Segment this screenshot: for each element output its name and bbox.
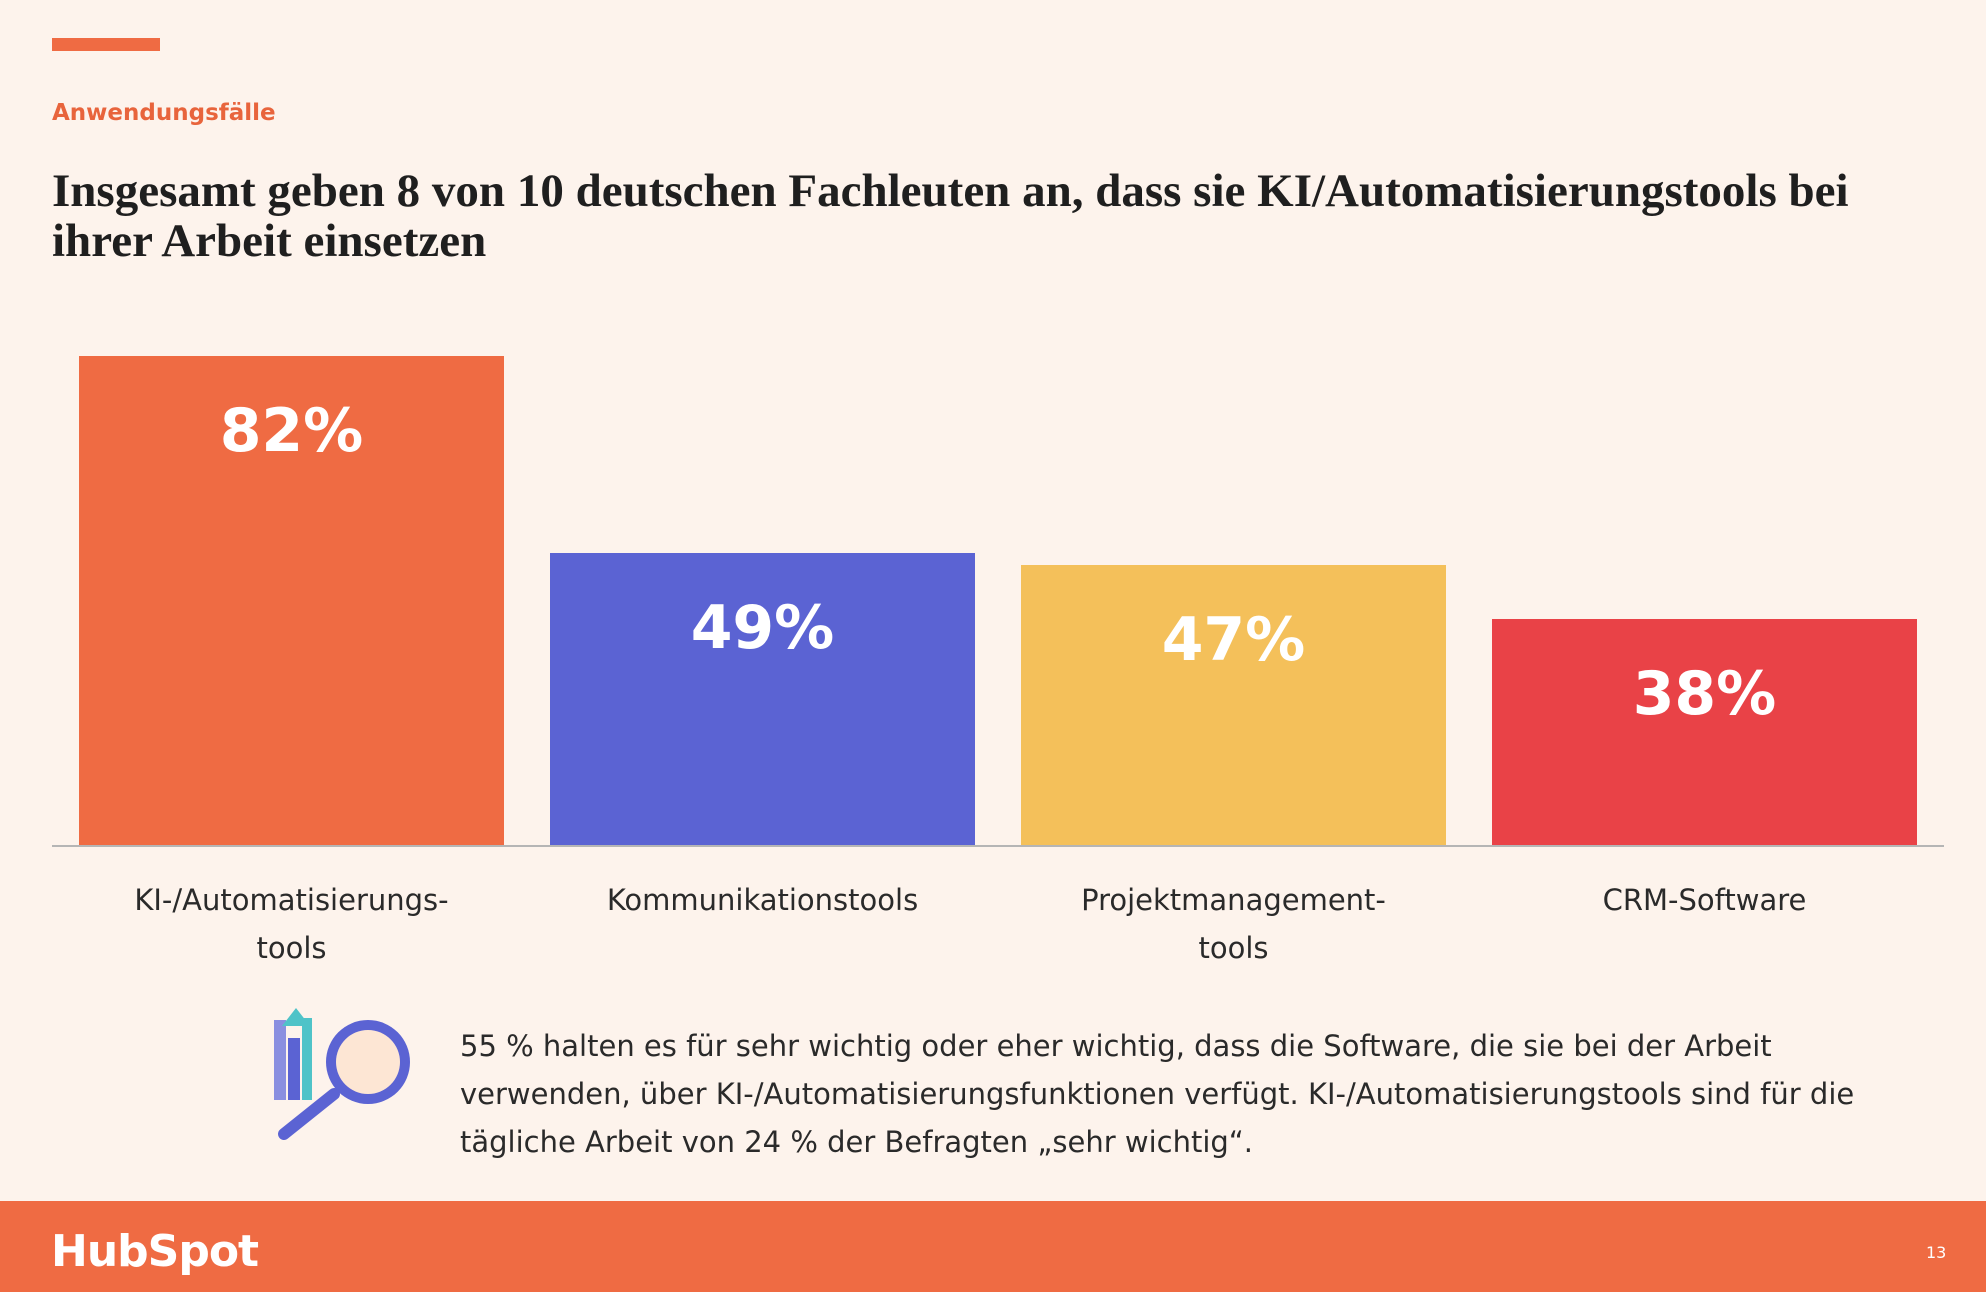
category-label: Projektmanagement- tools: [1081, 883, 1386, 965]
value-label: 49%: [690, 593, 835, 664]
eyebrow: Anwendungsfälle: [52, 100, 276, 126]
bar: [550, 553, 975, 846]
value-label: 47%: [1161, 605, 1306, 676]
chart-title: Insgesamt geben 8 von 10 deutschen Fachl…: [52, 165, 1849, 267]
icon: [274, 1008, 410, 1140]
value-label: 38%: [1632, 658, 1777, 729]
category-label: Kommunikationstools: [606, 883, 919, 917]
bar: [1492, 618, 1917, 846]
logo: HubSpot: [51, 1226, 259, 1277]
bar: [79, 356, 504, 846]
category-label: KI-/Automatisierungs- tools: [134, 883, 449, 965]
category-label: CRM-Software: [1602, 883, 1807, 917]
footer: [0, 1201, 1986, 1292]
value-label: 82%: [219, 396, 364, 466]
note: 55 % halten es für sehr wichtig oder ehe…: [460, 1029, 1855, 1159]
accent-bar: [52, 38, 160, 51]
baseline: [52, 845, 1944, 847]
bar: [1021, 565, 1446, 846]
page-number: 13: [1926, 1243, 1947, 1262]
